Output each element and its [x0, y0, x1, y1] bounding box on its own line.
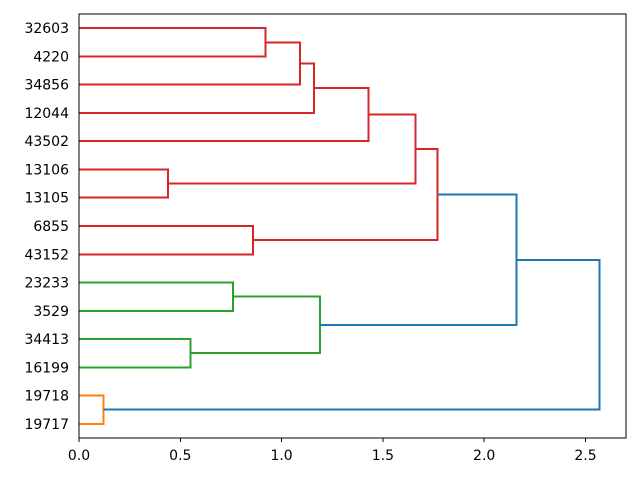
dendrogram-link: [79, 27, 267, 58]
leaf-label: 13105: [24, 191, 69, 207]
leaf-label: 12044: [24, 106, 69, 122]
leaf-label: 19717: [24, 417, 69, 433]
dendrogram-link: [79, 394, 105, 425]
dendrogram-link: [79, 62, 316, 114]
dendrogram-link: [79, 168, 170, 199]
dendrogram-link: [79, 225, 255, 256]
x-tick-label: 1.5: [372, 448, 394, 464]
leaf-label: 43152: [24, 247, 69, 263]
dendrogram-link: [253, 148, 439, 242]
leaf-label: 3529: [33, 304, 69, 320]
dendrogram-link: [190, 295, 322, 355]
leaf-label: 34856: [24, 78, 69, 94]
leaf-label: 23233: [24, 276, 69, 292]
dendrogram-link: [79, 281, 234, 312]
leaf-label: 13106: [24, 162, 69, 178]
plot-border: [78, 13, 627, 439]
leaf-label: 32603: [24, 21, 69, 37]
dendrogram-link: [79, 41, 301, 86]
leaf-label: 19718: [24, 389, 69, 405]
x-tick-label: 0.5: [169, 448, 191, 464]
x-tick-label: 0.0: [68, 448, 90, 464]
dendrogram-link: [79, 87, 370, 143]
x-tick-label: 1.0: [270, 448, 292, 464]
x-tick-label: 2.0: [473, 448, 495, 464]
leaf-label: 43502: [24, 134, 69, 150]
dendrogram-link: [79, 338, 192, 369]
leaf-label: 4220: [33, 49, 69, 65]
dendrogram-link: [320, 193, 518, 326]
dendrogram-link: [103, 258, 601, 411]
leaf-label: 6855: [33, 219, 69, 235]
dendrogram-link: [168, 113, 417, 185]
leaf-label: 16199: [24, 360, 69, 376]
x-tick-label: 2.5: [574, 448, 596, 464]
leaf-label: 34413: [24, 332, 69, 348]
